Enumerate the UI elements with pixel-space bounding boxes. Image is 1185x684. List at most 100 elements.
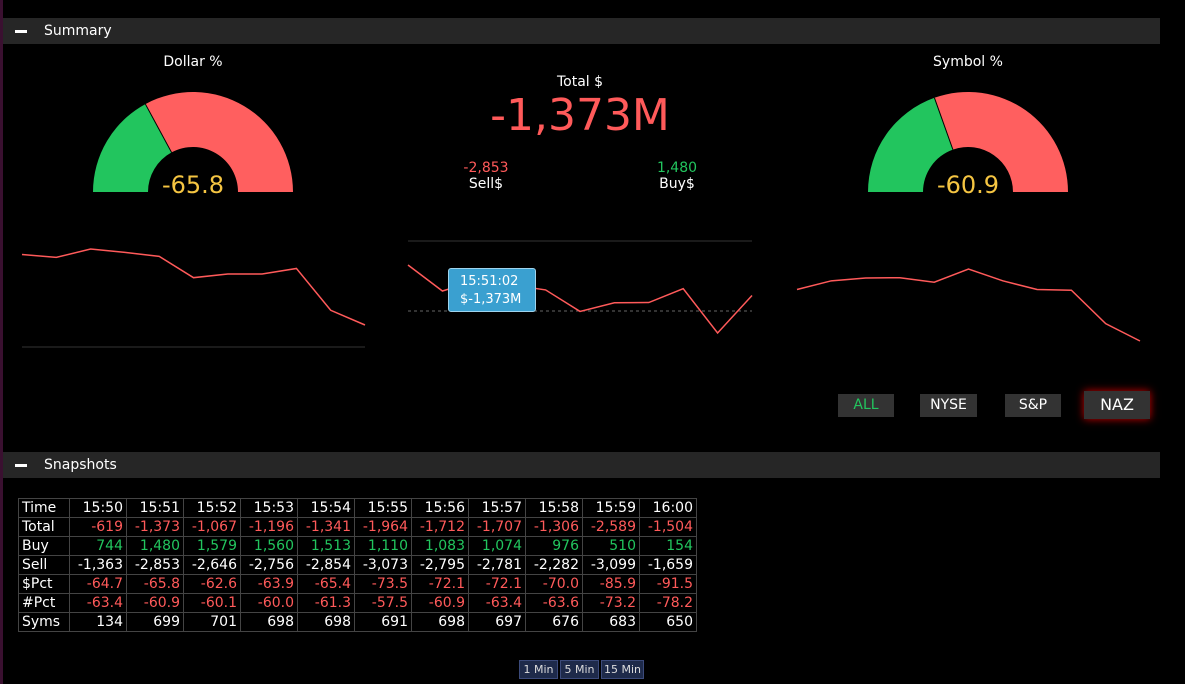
table-cell: -78.2 xyxy=(639,593,697,613)
table-cell: -2,282 xyxy=(525,555,583,575)
summary-title: Summary xyxy=(44,23,112,39)
table-cell: -70.0 xyxy=(525,574,583,594)
table-cell: -2,756 xyxy=(240,555,298,575)
table-cell: -1,373 xyxy=(126,517,184,537)
table-cell: 698 xyxy=(297,612,355,632)
total-label: Total $ xyxy=(556,74,604,90)
snapshots-title: Snapshots xyxy=(44,457,117,473)
table-cell: 699 xyxy=(126,612,184,632)
table-cell: -1,067 xyxy=(183,517,241,537)
table-cell: -65.8 xyxy=(126,574,184,594)
buy-value: 1,480 xyxy=(656,160,698,176)
summary-header[interactable]: Summary xyxy=(3,18,1160,44)
interval-button[interactable]: 5 Min xyxy=(560,660,599,679)
buy-label: Buy$ xyxy=(659,176,695,192)
table-cell: -1,196 xyxy=(240,517,298,537)
row-label: Sell xyxy=(18,555,70,575)
gauge-fill xyxy=(868,97,953,192)
row-label: Total xyxy=(18,517,70,537)
table-cell: 15:55 xyxy=(354,498,412,518)
gauge-rest xyxy=(934,91,1068,192)
table-row: #Pct -63.4 -60.9 -60.1 -60.0 -61.3 -57.5 -60.9-… xyxy=(18,593,697,613)
table-cell: -72.1 xyxy=(411,574,469,594)
table-row: Time 15:50 15:51 15:52 15:53 15:54 15:55 15:56 1… xyxy=(18,498,697,518)
table-cell: 1,074 xyxy=(468,536,526,556)
gauge-fill xyxy=(93,104,172,192)
total-value: -1,373M xyxy=(490,90,670,141)
table-cell: -1,712 xyxy=(411,517,469,537)
table-row: Syms 134 699 701 698 698 691 698 697 676 683 650 xyxy=(18,612,697,632)
interval-button[interactable]: 15 Min xyxy=(601,660,644,679)
table-cell: 15:51 xyxy=(126,498,184,518)
tooltip-time: 15:51:02 xyxy=(460,274,519,289)
table-cell: -2,854 xyxy=(297,555,355,575)
table-row: Buy 744 1,480 1,579 1,560 1,513 1,110 1,083 1,07… xyxy=(18,536,697,556)
table-cell: -3,099 xyxy=(582,555,640,575)
edge xyxy=(0,0,3,684)
table-cell: -57.5 xyxy=(354,593,412,613)
tooltip: 15:51:02 $-1,373M xyxy=(448,268,536,312)
table-cell: 698 xyxy=(411,612,469,632)
table-cell: 134 xyxy=(69,612,127,632)
table-cell: 15:58 xyxy=(525,498,583,518)
table-cell: 744 xyxy=(69,536,127,556)
table-cell: -63.4 xyxy=(69,593,127,613)
table-cell: 1,579 xyxy=(183,536,241,556)
table-cell: -62.6 xyxy=(183,574,241,594)
table-cell: -91.5 xyxy=(639,574,697,594)
table-cell: -1,341 xyxy=(297,517,355,537)
sparkline xyxy=(796,268,1141,342)
gauge-rest xyxy=(145,92,293,192)
table-cell: 154 xyxy=(639,536,697,556)
table-cell: 510 xyxy=(582,536,640,556)
table-cell: -60.9 xyxy=(411,593,469,613)
table-cell: 701 xyxy=(183,612,241,632)
interval-button[interactable]: 1 Min xyxy=(519,660,558,679)
table-cell: -1,707 xyxy=(468,517,526,537)
table-cell: 676 xyxy=(525,612,583,632)
table-cell: -63.9 xyxy=(240,574,298,594)
table-cell: 15:54 xyxy=(297,498,355,518)
filter-button[interactable]: ALL xyxy=(838,394,894,417)
table-row: Total -619 -1,373 -1,067 -1,196 -1,341 -1,964-… xyxy=(18,517,697,537)
table-cell: 698 xyxy=(240,612,298,632)
table-cell: -60.9 xyxy=(126,593,184,613)
table-cell: 1,513 xyxy=(297,536,355,556)
table-cell: 1,083 xyxy=(411,536,469,556)
row-label: #Pct xyxy=(18,593,70,613)
table-cell: -1,504 xyxy=(639,517,697,537)
table-cell: 1,560 xyxy=(240,536,298,556)
gauge-label: Dollar % xyxy=(163,54,223,70)
table-cell: -3,073 xyxy=(354,555,412,575)
table-cell: -1,964 xyxy=(354,517,412,537)
table-cell: 15:56 xyxy=(411,498,469,518)
tooltip-value: $-1,373M xyxy=(460,292,522,307)
table-cell: -85.9 xyxy=(582,574,640,594)
table-cell: -2,646 xyxy=(183,555,241,575)
table-cell: 1,110 xyxy=(354,536,412,556)
table-cell: -63.6 xyxy=(525,593,583,613)
row-label: Buy xyxy=(18,536,70,556)
table-cell: 697 xyxy=(468,612,526,632)
table-cell: 15:53 xyxy=(240,498,298,518)
table-cell: -60.1 xyxy=(183,593,241,613)
sparkline xyxy=(21,248,366,326)
table-cell: -2,781 xyxy=(468,555,526,575)
filter-button[interactable]: S&P xyxy=(1005,394,1061,417)
gauge-divider xyxy=(933,97,954,150)
table-cell: -61.3 xyxy=(297,593,355,613)
filter-button[interactable]: NYSE xyxy=(920,394,977,417)
table-cell: 650 xyxy=(639,612,697,632)
sell-label: Sell$ xyxy=(468,176,504,192)
table-cell: 1,480 xyxy=(126,536,184,556)
table-cell: -2,795 xyxy=(411,555,469,575)
gauge-value: -65.8 xyxy=(162,171,224,199)
table-cell: 976 xyxy=(525,536,583,556)
gauge-label: Symbol % xyxy=(933,54,1003,70)
sell-value: -2,853 xyxy=(463,160,509,176)
filter-button[interactable]: NAZ xyxy=(1084,391,1150,419)
table-row: Sell -1,363 -2,853 -2,646 -2,756 -2,854 -3,073… xyxy=(18,555,697,575)
table-cell: -73.5 xyxy=(354,574,412,594)
table-cell: 691 xyxy=(354,612,412,632)
snapshots-header[interactable]: Snapshots xyxy=(3,452,1160,478)
